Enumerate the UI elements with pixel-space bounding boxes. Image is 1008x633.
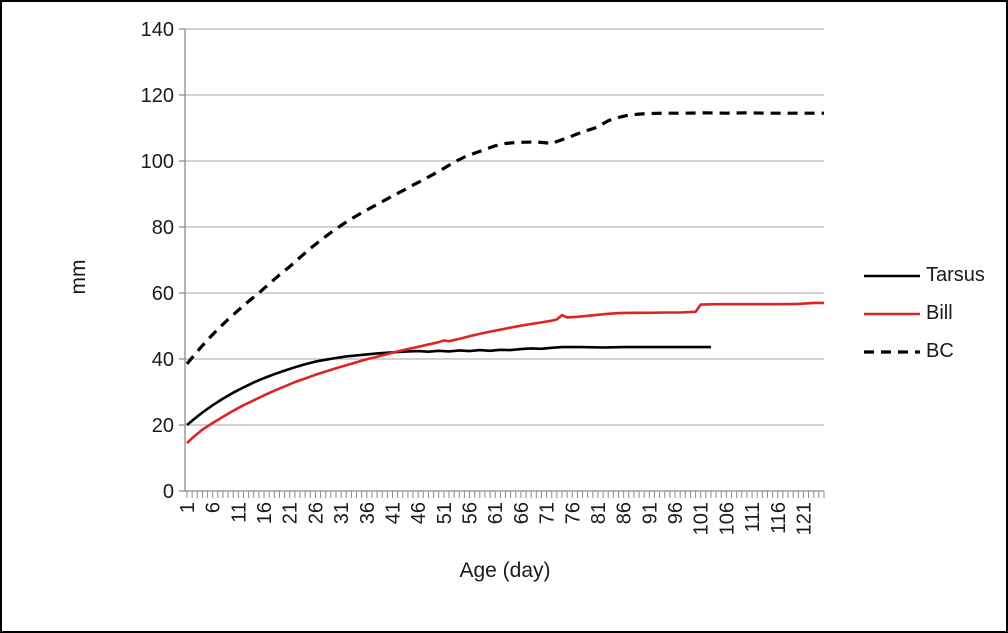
x-tick-label: 116 [768,502,790,534]
x-axis-title: Age (day) [459,559,551,582]
x-tick-label: 121 [793,502,815,535]
x-tick-label: 6 [203,502,225,513]
legend-item-tarsus: Tarsus [863,261,985,290]
x-tick-label: 101 [691,502,713,535]
legend-line-tarsus-icon [864,274,920,277]
x-tick-label: 81 [588,502,610,524]
x-tick-label: 11 [228,502,250,523]
series-line-bc [185,111,824,365]
x-tick-label: 56 [460,502,482,524]
x-tick-label: 111 [742,502,764,532]
y-tick-label: 20 [152,415,174,437]
legend-label-bill: Bill [926,302,953,324]
y-tick-label: 0 [163,481,174,503]
y-axis-title: mm [67,259,90,295]
x-tick-label: 91 [639,502,661,524]
x-tick-label: 31 [331,502,353,524]
legend-item-bc: BC [863,337,985,366]
series-line-bill [186,301,824,445]
x-tick-label: 96 [665,502,687,524]
x-tick-label: 16 [254,502,276,524]
series-line-tarsus [186,345,711,426]
x-tick-label: 71 [537,502,559,524]
x-tick-label: 21 [280,502,302,524]
legend-line-bill-icon [864,312,920,315]
x-tick-label: 61 [485,502,507,524]
y-tick-label: 100 [141,151,174,173]
legend-line-bc-icon [864,349,920,354]
y-tick-label: 80 [152,217,174,239]
y-tick-label: 140 [141,19,174,41]
legend: Tarsus Bill BC [863,261,985,366]
legend-item-bill: Bill [863,299,985,328]
y-tick-label: 40 [152,349,174,371]
x-tick-label: 76 [562,502,584,524]
legend-label-tarsus: Tarsus [926,264,985,286]
x-tick-label: 41 [382,502,404,524]
x-tick-label: 26 [305,502,327,524]
x-tick-label: 36 [357,502,379,524]
legend-label-bc: BC [926,340,954,362]
x-tick-label: 46 [408,502,430,524]
x-tick-label: 106 [716,502,738,535]
x-tick-label: 51 [434,502,456,524]
x-tick-label: 86 [614,502,636,524]
x-tick-label: 66 [511,502,533,524]
y-tick-label: 60 [152,283,174,305]
y-tick-label: 120 [141,85,174,107]
x-tick-label: 1 [177,502,199,513]
